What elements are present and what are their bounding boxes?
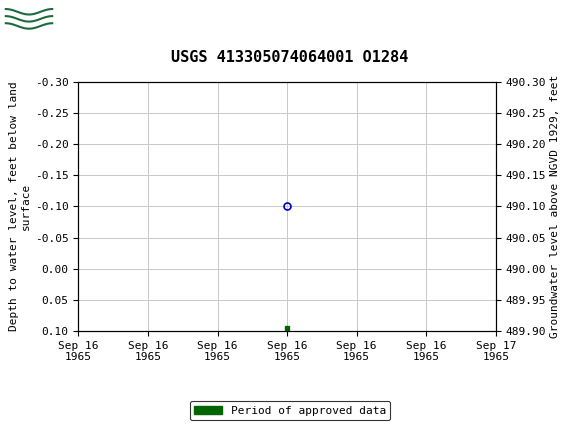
Y-axis label: Groundwater level above NGVD 1929, feet: Groundwater level above NGVD 1929, feet bbox=[550, 75, 560, 338]
Text: USGS: USGS bbox=[61, 7, 116, 25]
FancyBboxPatch shape bbox=[3, 2, 55, 31]
Text: USGS 413305074064001 O1284: USGS 413305074064001 O1284 bbox=[171, 49, 409, 64]
Legend: Period of approved data: Period of approved data bbox=[190, 401, 390, 420]
Y-axis label: Depth to water level, feet below land
surface: Depth to water level, feet below land su… bbox=[9, 82, 31, 331]
